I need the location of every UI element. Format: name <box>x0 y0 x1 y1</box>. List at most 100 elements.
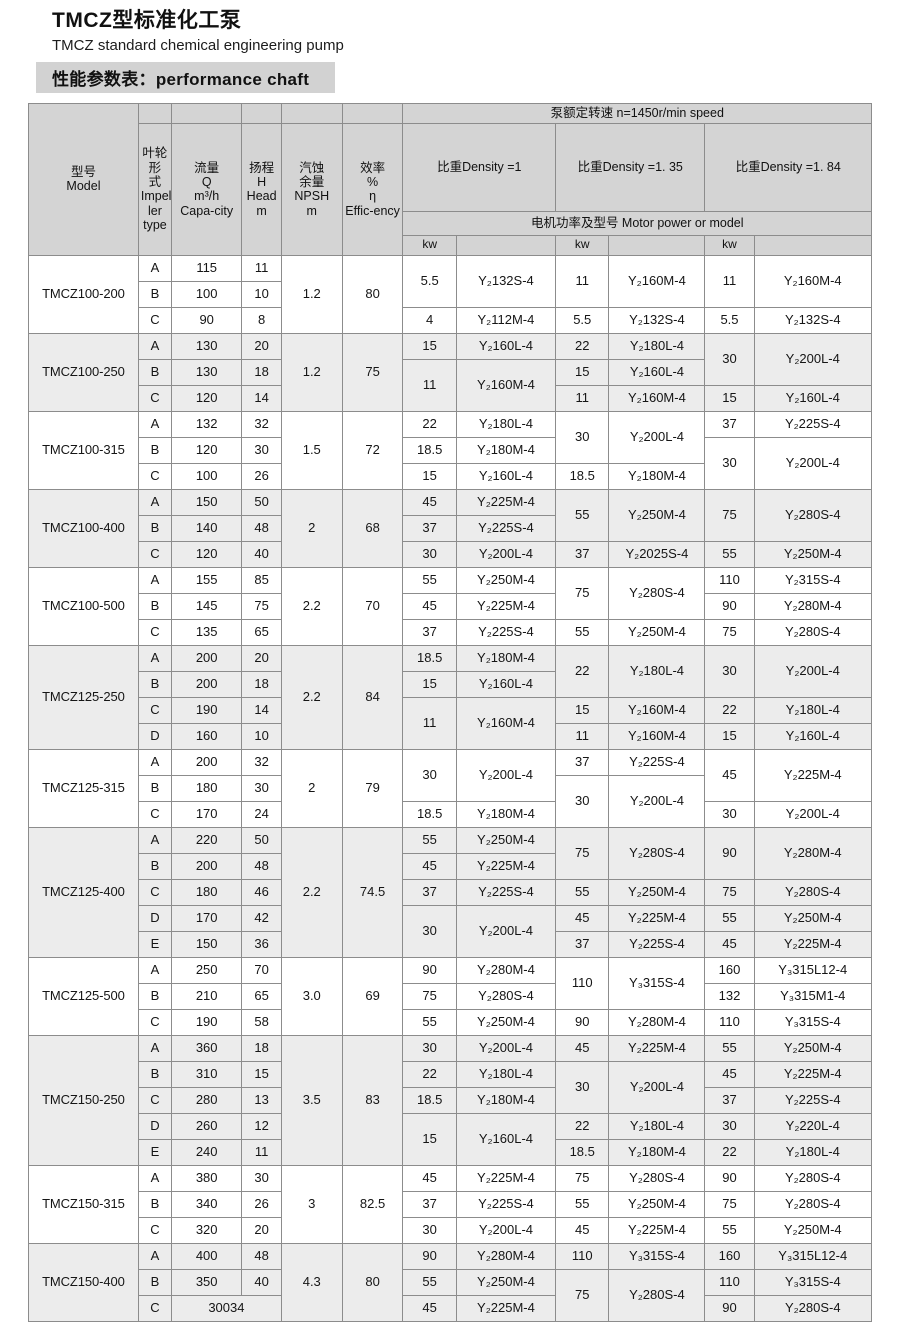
cell-impeller-type: C <box>137 1008 172 1036</box>
cell-npsh: 3 <box>280 1164 343 1244</box>
cell-motor-kw-184: 110 <box>704 1008 755 1036</box>
cell-motor-kw-1: 55 <box>402 826 457 854</box>
cell-flow: 150 <box>170 488 243 516</box>
table-row: TMCZ100-400 A 150 50 2 68 45 Y₂225M-4 55 Y₂250M-4… <box>28 488 873 568</box>
cell-motor-model-1: Y₂180M-4 <box>455 436 557 464</box>
cell-motor-model-184: Y₂132S-4 <box>753 306 873 334</box>
cell-motor-model-184: Y₂280M-4 <box>753 826 873 880</box>
cell-flow: 140 <box>170 514 243 542</box>
cell-head: 20 <box>241 644 282 672</box>
table-row: C 320 20 30 Y₂200L-4 45 Y₂225M-4 55 Y₂250M-4 <box>29 1216 873 1244</box>
cell-impeller-type: B <box>137 670 172 698</box>
cell-head: 48 <box>241 1242 282 1270</box>
cell-motor-kw-184: 75 <box>704 618 755 646</box>
header-kw-184: kw <box>704 234 755 256</box>
cell-motor-model-184: Y₂315S-4 <box>753 566 873 594</box>
cell-model: TMCZ150-315 <box>28 1164 139 1244</box>
cell-motor-model-184: Y₂200L-4 <box>753 436 873 490</box>
cell-motor-model-184: Y₂225S-4 <box>753 1086 873 1114</box>
cell-head: 32 <box>241 410 282 438</box>
page-heading: TMCZ型标准化工泵 TMCZ standard chemical engine… <box>0 0 900 93</box>
cell-head: 70 <box>241 956 282 984</box>
cell-head: 8 <box>241 306 282 334</box>
cell-impeller-type: A <box>137 488 172 516</box>
table-row: D 170 42 30 Y₂200L-4 45 Y₂225M-4 55 Y₂250M-4 <box>29 904 873 958</box>
cell-npsh: 2 <box>280 488 343 568</box>
cell-flow: 220 <box>170 826 243 854</box>
cell-impeller-type: C <box>137 306 172 334</box>
cell-motor-model-1: Y₂225M-4 <box>455 1164 557 1192</box>
cell-motor-kw-135: 90 <box>555 1008 610 1036</box>
header-density-135: 比重Density =1. 35 <box>555 122 706 212</box>
cell-motor-model-1: Y₂225M-4 <box>455 1294 557 1322</box>
cell-motor-kw-1: 90 <box>402 956 457 984</box>
cell-motor-model-135: Y₂2025S-4 <box>608 540 706 568</box>
cell-motor-kw-184: 75 <box>704 1190 755 1218</box>
cell-impeller-type: B <box>137 982 172 1010</box>
cell-impeller-type: A <box>137 1242 172 1270</box>
cell-efficiency: 82.5 <box>341 1164 404 1244</box>
cell-motor-kw-184: 110 <box>704 566 755 594</box>
cell-flow: 132 <box>170 410 243 438</box>
table-row: B 100 10 <box>29 280 872 308</box>
cell-impeller-type: A <box>137 644 172 672</box>
cell-motor-kw-184: 45 <box>704 930 755 958</box>
cell-motor-kw-135: 45 <box>555 1216 610 1244</box>
cell-npsh: 2.2 <box>280 566 343 646</box>
cell-motor-kw-184: 37 <box>704 410 755 438</box>
cell-motor-kw-1: 55 <box>402 1008 457 1036</box>
table-row: TMCZ100-200 A 115 11 1.2 80 5.5 Y₂132S-4 11 Y₂160… <box>28 254 873 334</box>
cell-motor-kw-135: 37 <box>555 930 610 958</box>
cell-motor-kw-1: 11 <box>402 696 457 750</box>
cell-motor-model-1: Y₂200L-4 <box>455 1034 557 1062</box>
table-row: B 130 18 11 Y₂160M-4 15 Y₂160L-4 <box>29 358 872 412</box>
cell-motor-kw-1: 45 <box>402 852 457 880</box>
cell-head: 75 <box>241 592 282 620</box>
cell-motor-model-135: Y₂180M-4 <box>608 462 706 490</box>
cell-motor-kw-1: 15 <box>402 332 457 360</box>
cell-motor-kw-1: 45 <box>402 592 457 620</box>
cell-motor-model-1: Y₂160M-4 <box>455 696 557 750</box>
cell-npsh: 2.2 <box>280 644 343 750</box>
cell-flow: 190 <box>170 696 243 724</box>
cell-impeller-type: B <box>137 852 172 880</box>
table-row: B 200 18 15 Y₂160L-4 <box>29 670 872 698</box>
cell-motor-kw-1: 4 <box>402 306 457 334</box>
cell-motor-kw-1: 11 <box>402 358 457 412</box>
header-density-184: 比重Density =1. 84 <box>704 122 872 212</box>
cell-motor-model-135: Y₂132S-4 <box>608 306 706 334</box>
table-row: TMCZ100-315 A 132 32 1.5 72 22 Y₂180L-4 30 Y₂200L… <box>28 410 873 490</box>
cell-motor-model-1: Y₂200L-4 <box>455 1216 557 1244</box>
cell-npsh: 2 <box>280 748 343 828</box>
cell-motor-kw-184: 30 <box>704 1112 755 1140</box>
table-row: C 170 24 18.5 Y₂180M-4 30 Y₂200L-4 <box>29 800 873 828</box>
cell-motor-kw-1: 37 <box>402 878 457 906</box>
cell-motor-kw-184: 55 <box>704 540 755 568</box>
cell-flow: 360 <box>170 1034 243 1062</box>
cell-head: 50 <box>241 488 282 516</box>
cell-motor-model-1: Y₂225M-4 <box>455 488 557 516</box>
cell-impeller-type: B <box>137 358 172 386</box>
table-row: B 340 26 37 Y₂225S-4 55 Y₂250M-4 75 Y₂280S-4 <box>29 1190 873 1218</box>
cell-motor-kw-135: 5.5 <box>555 306 610 334</box>
cell-model: TMCZ125-315 <box>28 748 139 828</box>
table-row: TMCZ100-250 A 130 20 1.2 75 15 Y₂160L-4 22 Y₂180L… <box>28 332 873 412</box>
cell-motor-kw-184: 90 <box>704 1294 755 1322</box>
cell-motor-model-184: Y₂280S-4 <box>753 618 873 646</box>
cell-motor-kw-135: 55 <box>555 878 610 906</box>
cell-motor-model-184: Y₂280S-4 <box>753 1190 873 1218</box>
table-row: C 135 65 37 Y₂225S-4 55 Y₂250M-4 75 Y₂280S-4 <box>29 618 873 646</box>
cell-impeller-type: D <box>137 904 172 932</box>
cell-motor-model-1: Y₂180M-4 <box>455 1086 557 1114</box>
cell-motor-model-135: Y₂180M-4 <box>608 1138 706 1166</box>
cell-motor-kw-1: 30 <box>402 1216 457 1244</box>
cell-motor-kw-135: 30 <box>555 774 610 828</box>
cell-impeller-type: B <box>137 774 172 802</box>
cell-head: 13 <box>241 1086 282 1114</box>
cell-impeller-type: C <box>137 1294 172 1322</box>
cell-motor-kw-184: 55 <box>704 1216 755 1244</box>
header-kw-1: kw <box>402 234 457 256</box>
cell-motor-model-184: Y₂250M-4 <box>753 540 873 568</box>
cell-motor-kw-135: 55 <box>555 488 610 542</box>
cell-motor-kw-135: 55 <box>555 1190 610 1218</box>
